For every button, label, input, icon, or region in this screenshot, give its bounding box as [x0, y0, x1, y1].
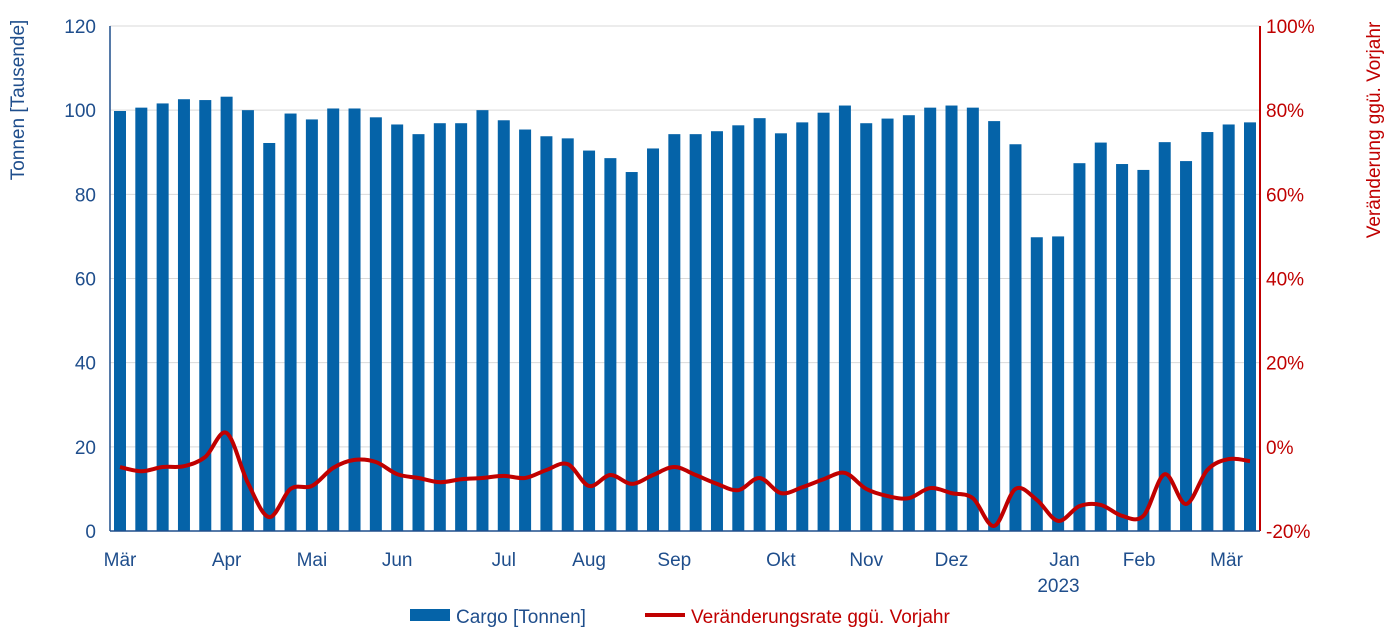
left-tick-label: 100: [64, 101, 96, 122]
x-tick-label: Okt: [766, 550, 796, 571]
right-tick-label: -20%: [1266, 522, 1310, 543]
x-tick-label: Mai: [297, 550, 328, 571]
legend-swatch-bar: [410, 609, 450, 621]
bar: [1201, 132, 1214, 532]
right-tick-label: 40%: [1266, 270, 1304, 291]
bar: [604, 158, 617, 531]
bar: [455, 123, 468, 532]
x-tick-label: Nov: [849, 550, 883, 571]
bar: [647, 148, 660, 531]
bar: [732, 125, 745, 532]
left-axis-title: Tonnen [Tausende]: [8, 20, 29, 181]
bar: [796, 122, 809, 531]
bar: [156, 103, 169, 531]
bar: [1094, 142, 1107, 531]
x-tick-label: Aug: [572, 550, 606, 571]
bar: [625, 172, 638, 531]
bar: [114, 111, 126, 531]
bar: [966, 107, 979, 532]
bar: [1009, 144, 1022, 532]
bar: [1137, 169, 1150, 532]
bar: [412, 134, 425, 531]
bar: [881, 118, 894, 531]
right-tick-label: 80%: [1266, 101, 1304, 122]
bar: [1030, 237, 1043, 531]
bar: [774, 133, 787, 531]
bar: [1244, 122, 1256, 531]
bar: [177, 99, 190, 531]
left-tick-label: 20: [75, 438, 96, 459]
x-tick-label: Apr: [212, 550, 242, 571]
x-tick-label: Sep: [657, 550, 691, 571]
left-tick-label: 0: [85, 522, 96, 543]
x-tick-label: Feb: [1123, 550, 1156, 571]
bar: [135, 107, 148, 532]
bar: [1073, 163, 1086, 532]
left-tick-label: 60: [75, 270, 96, 291]
left-tick-label: 120: [64, 17, 96, 38]
bar: [753, 118, 766, 531]
bar: [284, 113, 297, 532]
bar: [1222, 124, 1235, 531]
bar: [305, 119, 318, 532]
bar: [327, 108, 340, 531]
bar: [433, 123, 446, 532]
bar-series: [114, 96, 1256, 532]
legend-label-bar: Cargo [Tonnen]: [456, 607, 586, 628]
bar: [369, 117, 382, 531]
bar: [1116, 164, 1129, 532]
bar: [689, 134, 702, 531]
line-series: [119, 430, 1251, 528]
bar: [583, 150, 596, 532]
bar: [902, 115, 915, 531]
bar: [497, 120, 510, 532]
bar: [817, 112, 830, 532]
x-tick-label: Jul: [492, 550, 516, 571]
bar: [924, 107, 937, 532]
bar: [519, 129, 532, 531]
right-tick-label: 60%: [1266, 185, 1304, 206]
bar: [1180, 161, 1193, 531]
bar: [838, 105, 851, 531]
x-tick-sublabel: 2023: [1037, 576, 1079, 597]
right-tick-label: 0%: [1266, 438, 1294, 459]
bar: [199, 100, 212, 532]
bar: [860, 123, 873, 532]
bar: [561, 138, 574, 532]
bar: [710, 131, 723, 532]
right-tick-label: 20%: [1266, 354, 1304, 375]
left-tick-label: 40: [75, 354, 96, 375]
bar: [945, 105, 958, 531]
bar: [540, 136, 553, 531]
bar: [348, 108, 361, 531]
x-tick-label: Mär: [104, 550, 137, 571]
bar: [391, 124, 404, 531]
right-axis-title: Veränderung ggü. Vorjahr: [1364, 21, 1385, 238]
x-tick-label: Mär: [1210, 550, 1243, 571]
change-rate-line: [119, 430, 1251, 528]
bar: [476, 110, 489, 532]
bar: [988, 121, 1001, 531]
axes: 0 20 40 60 80 100 120 -20% 0% 20% 40% 60% 80% 100% Mär…: [64, 17, 1314, 597]
x-tick-label: Jun: [382, 550, 413, 571]
bar: [241, 110, 254, 532]
left-tick-label: 80: [75, 185, 96, 206]
right-tick-label: 100%: [1266, 17, 1315, 38]
x-tick-label: Dez: [935, 550, 969, 571]
bar: [220, 96, 233, 531]
bar: [668, 134, 681, 531]
legend-label-line: Veränderungsrate ggü. Vorjahr: [691, 607, 950, 628]
bar: [1158, 142, 1171, 531]
gridlines: [110, 25, 1260, 448]
legend: Cargo [Tonnen] Veränderungsrate ggü. Vor…: [410, 607, 950, 628]
x-tick-label: Jan: [1049, 550, 1080, 571]
bar: [263, 142, 276, 531]
bar: [1052, 236, 1065, 531]
